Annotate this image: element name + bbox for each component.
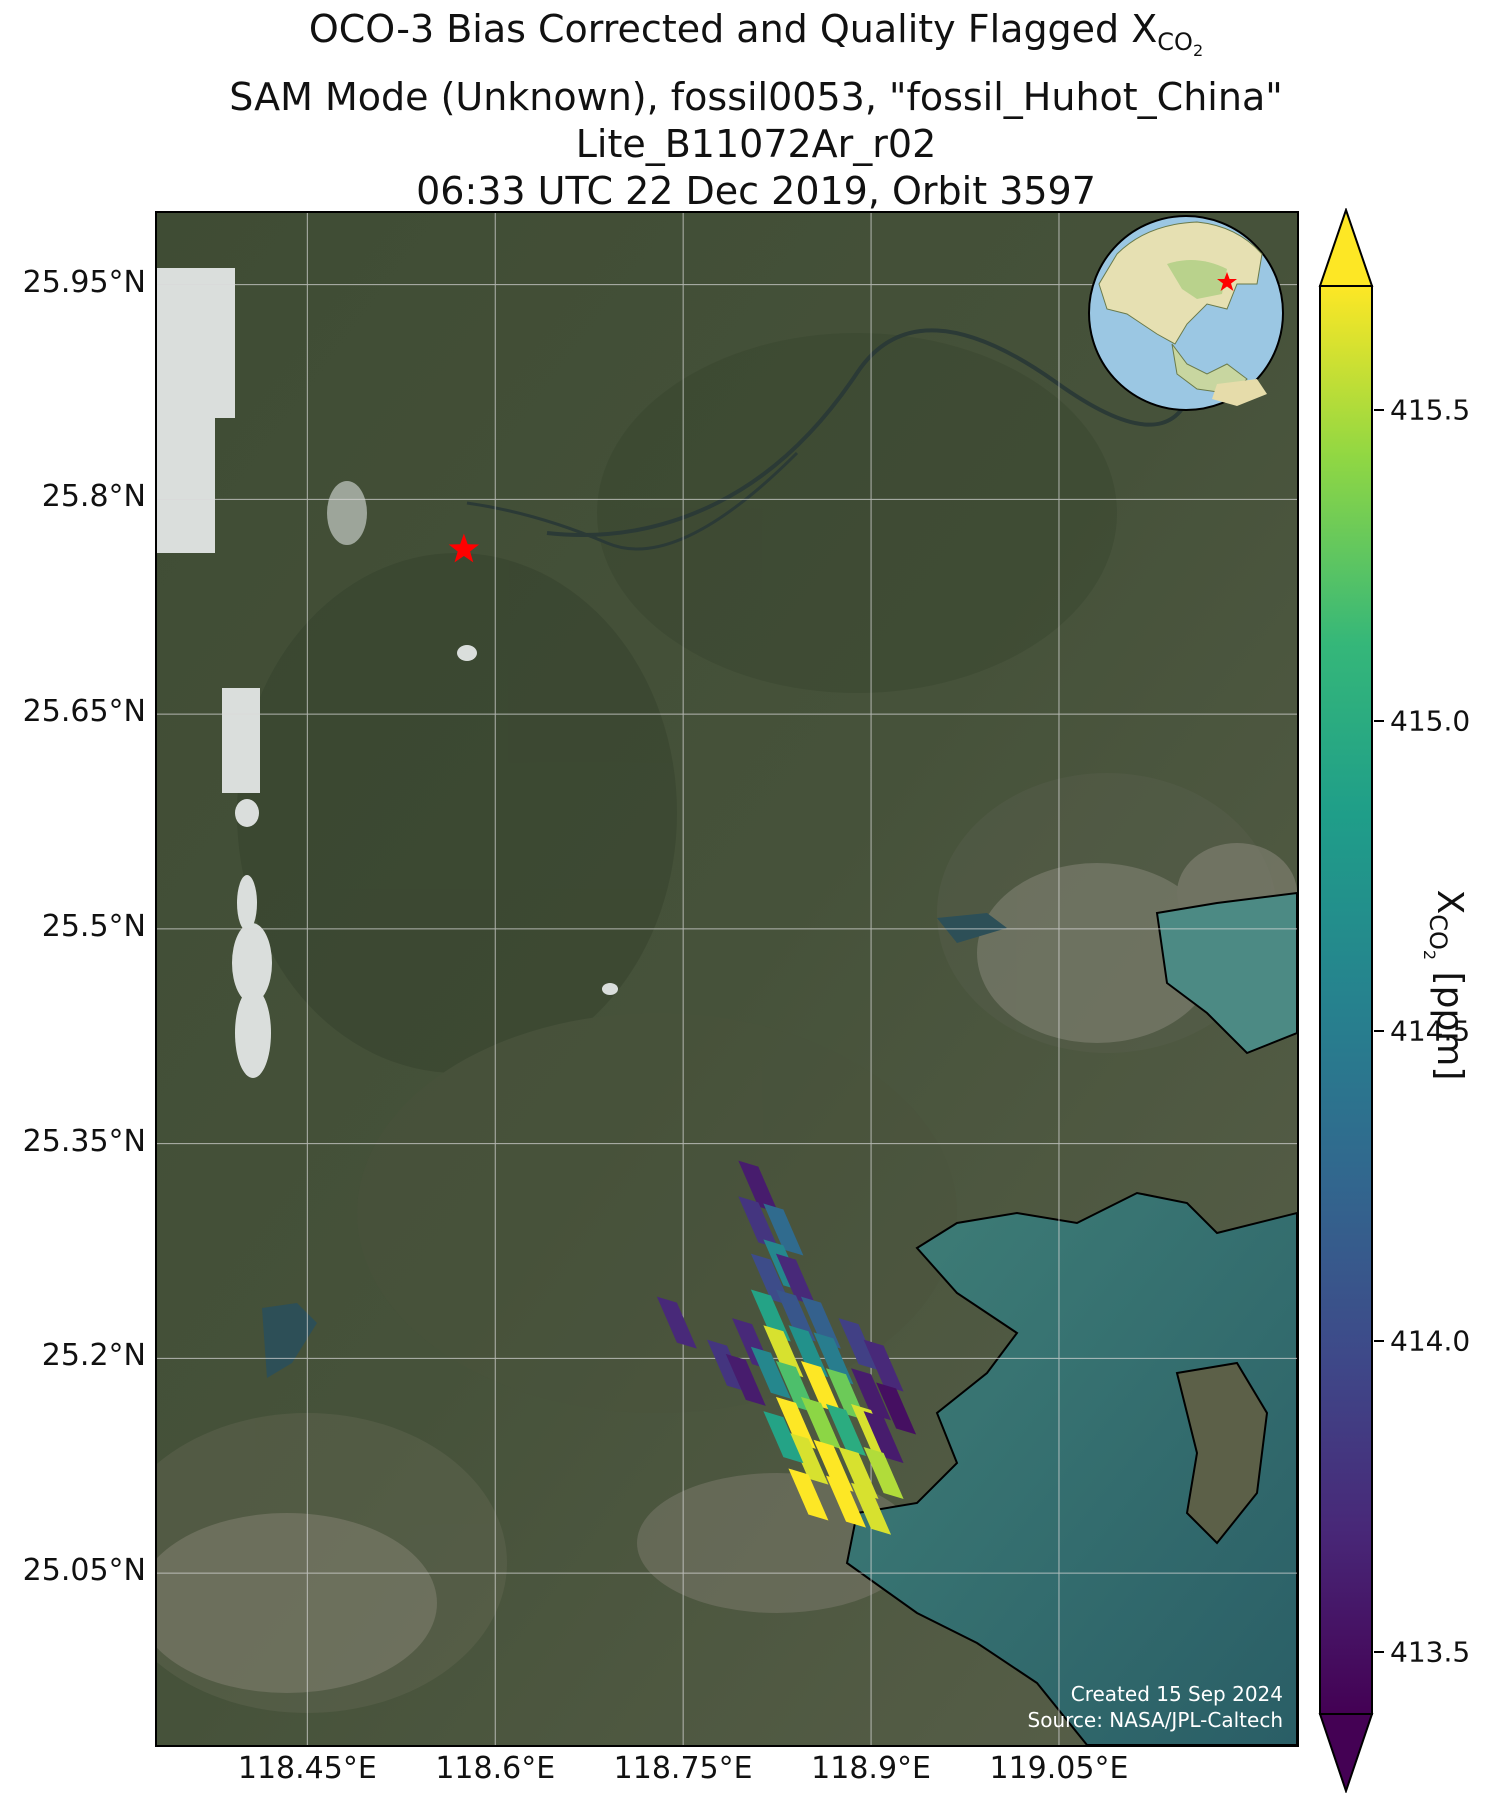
inset-land-australia	[1212, 379, 1267, 406]
xco2-sounding	[788, 1325, 829, 1378]
reservoir-north	[937, 913, 1007, 943]
map-panel[interactable]: Created 15 Sep 2024 Source: NASA/JPL-Cal…	[155, 211, 1299, 1747]
xco2-sounding	[738, 1160, 779, 1213]
colorbar-extend-bottom	[1318, 1713, 1374, 1793]
lon-tick-label: 118.75°E	[613, 1751, 753, 1786]
xco2-sounding	[851, 1368, 892, 1421]
lon-tick-label: 119.05°E	[989, 1751, 1129, 1786]
bay-water	[845, 1191, 1297, 1745]
title-line-4: 06:33 UTC 22 Dec 2019, Orbit 3597	[416, 169, 1096, 213]
reservoir-west	[262, 1303, 317, 1378]
xco2-sounding	[725, 1353, 766, 1406]
river-branch	[466, 451, 799, 551]
map-canvas	[157, 213, 1297, 1745]
xco2-sounding	[851, 1482, 892, 1535]
xco2-sounding	[813, 1332, 854, 1385]
colorbar-tick-mark	[1374, 719, 1384, 722]
xco2-sounding	[826, 1475, 867, 1528]
lon-tick-label: 118.6°E	[435, 1751, 556, 1786]
title-line-3: Lite_B11072Ar_r02	[575, 122, 937, 166]
colorbar	[1318, 208, 1374, 1793]
colorbar-tick-mark	[1374, 409, 1384, 412]
inset-land-seasia	[1171, 343, 1248, 395]
colorbar-tick-mark	[1374, 1030, 1384, 1033]
xco2-sounding	[775, 1289, 816, 1342]
xco2-sounding	[800, 1296, 841, 1349]
xco2-sounding	[863, 1446, 904, 1499]
xco2-sounding	[775, 1396, 816, 1449]
river-main	[546, 328, 1199, 537]
xco2-sounding	[800, 1396, 841, 1449]
colorbar-tick-label: 414.5	[1390, 1014, 1471, 1048]
coastline-east	[1155, 891, 1297, 1055]
xco2-sounding	[763, 1203, 804, 1256]
xco2-sounding	[788, 1468, 829, 1521]
inset-globe	[1088, 215, 1284, 411]
urban-areas	[157, 843, 1297, 1693]
colorbar-tick-label: 413.5	[1390, 1635, 1471, 1669]
xco2-sounding	[763, 1411, 804, 1464]
title-line-2: SAM Mode (Unknown), fossil0053, "fossil_…	[229, 75, 1283, 119]
lat-tick-label: 25.65°N	[22, 694, 146, 730]
xco2-sounding	[876, 1382, 917, 1435]
xco2-sounding	[738, 1196, 779, 1249]
credit-source: Source: NASA/JPL-Caltech	[1027, 1708, 1283, 1732]
xco2-soundings	[656, 1160, 917, 1535]
lon-tick-label: 118.9°E	[811, 1751, 931, 1786]
xco2-sounding	[750, 1346, 791, 1399]
xco2-sounding	[838, 1446, 879, 1499]
xco2-sounding	[750, 1289, 791, 1342]
colorbar-tick-label: 414.0	[1390, 1324, 1471, 1358]
xco2-sounding	[800, 1361, 841, 1414]
peninsula	[1175, 1361, 1269, 1545]
xco2-sounding	[656, 1296, 697, 1349]
xco2-sounding	[813, 1439, 854, 1492]
xco2-sounding	[863, 1339, 904, 1392]
colorbar-gradient	[1319, 285, 1373, 1715]
credit-text: Created 15 Sep 2024 Source: NASA/JPL-Cal…	[1028, 1681, 1283, 1733]
xco2-sounding	[826, 1404, 867, 1457]
colorbar-label: XCO2 [ppm]	[1420, 889, 1470, 1081]
lat-tick-label: 25.95°N	[22, 264, 146, 300]
xco2-sounding	[838, 1318, 879, 1371]
colorbar-extend-top	[1318, 208, 1374, 287]
lat-tick-label: 25.35°N	[22, 1123, 146, 1159]
xco2-sounding	[863, 1411, 904, 1464]
colorbar-tick-mark	[1374, 1650, 1384, 1653]
inset-land-green	[1167, 260, 1227, 299]
lat-tick-label: 25.05°N	[22, 1553, 146, 1589]
colorbar-tick-mark	[1374, 1340, 1384, 1343]
xco2-sounding	[788, 1432, 829, 1485]
target-star-marker	[448, 533, 480, 563]
xco2-sounding	[763, 1325, 804, 1378]
lat-tick-label: 25.8°N	[41, 479, 146, 515]
inset-star-marker	[1217, 272, 1237, 291]
lat-tick-label: 25.2°N	[41, 1338, 146, 1374]
cloud-cover	[157, 268, 618, 1078]
credit-created: Created 15 Sep 2024	[1070, 1682, 1283, 1706]
title-line-1: OCO-3 Bias Corrected and Quality Flagged…	[308, 7, 1204, 60]
lat-tick-label: 25.5°N	[41, 908, 146, 944]
colorbar-tick-label: 415.0	[1390, 704, 1471, 738]
xco2-sounding	[775, 1253, 816, 1306]
figure-title: OCO-3 Bias Corrected and Quality Flagged…	[0, 6, 1512, 215]
lon-tick-label: 118.45°E	[237, 1751, 377, 1786]
colorbar-tick-label: 415.5	[1390, 393, 1471, 427]
